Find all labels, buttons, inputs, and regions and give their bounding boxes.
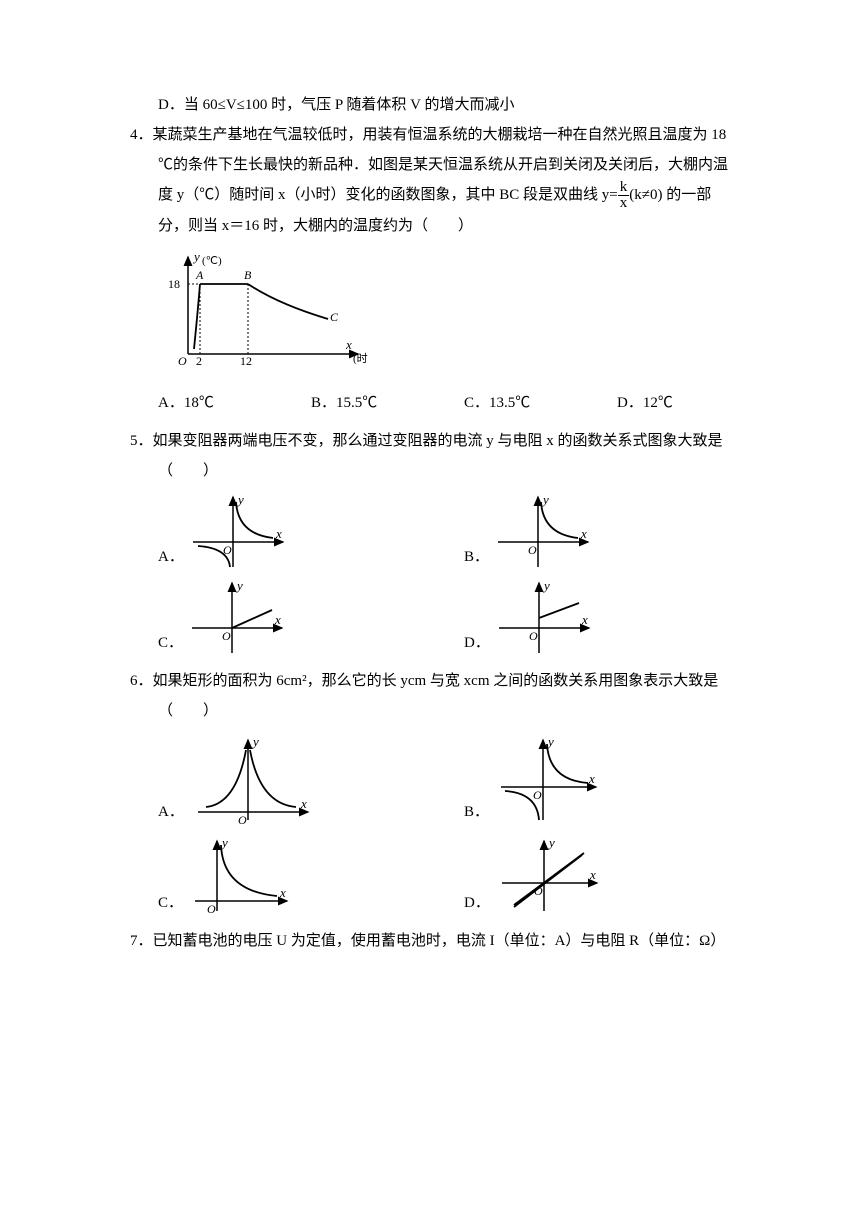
svg-text:O: O <box>529 629 538 643</box>
q7-text: 已知蓄电池的电压 U 为定值，使用蓄电池时，电流 I（单位：A）与电阻 R（单位… <box>153 933 726 949</box>
q4-number: 4． <box>130 127 153 143</box>
q5-text: 如果变阻器两端电压不变，那么通过变阻器的电流 y 与电阻 x 的函数关系式图象大… <box>153 433 723 449</box>
q5-label-c: C． <box>158 628 183 658</box>
q4-y-unit: (℃) <box>202 255 222 267</box>
q4-formula-num: k <box>618 180 630 196</box>
svg-text:x: x <box>275 526 282 541</box>
q4-options: A．18℃ B．15.5℃ C．13.5℃ D．12℃ <box>130 388 770 418</box>
q4-point-b: B <box>244 268 252 282</box>
q4-point-c: C <box>330 310 339 324</box>
q4-x-tick-12: 12 <box>240 354 252 368</box>
svg-text:O: O <box>222 629 231 643</box>
svg-text:y: y <box>235 578 243 593</box>
svg-text:y: y <box>220 835 228 850</box>
svg-text:y: y <box>236 492 244 507</box>
svg-text:O: O <box>223 543 232 557</box>
q4-y-axis-label: y <box>192 249 200 264</box>
q4-formula-cond: (k≠0) <box>629 187 662 203</box>
q4-x-tick-2: 2 <box>196 354 202 368</box>
q6-text: 如果矩形的面积为 6cm²，那么它的长 ycm 与宽 xcm 之间的函数关系用图… <box>153 673 719 689</box>
q5-label-b: B． <box>464 542 489 572</box>
q6-graph-c: y x O <box>187 833 297 918</box>
q3-option-d: D．当 60≤V≤100 时，气压 P 随着体积 V 的增大而减小 <box>130 90 770 120</box>
q4-graph: y (℃) 18 A B C O 2 12 x (时) <box>158 249 368 369</box>
q6-number: 6． <box>130 673 153 689</box>
svg-text:x: x <box>580 526 587 541</box>
q4-opt-d: D．12℃ <box>617 388 770 418</box>
svg-text:x: x <box>581 612 588 627</box>
q4-line3a: 度 y（℃）随时间 x（小时）变化的函数图象，其中 BC 段是双曲线 <box>158 187 602 203</box>
svg-text:y: y <box>542 578 550 593</box>
q7-number: 7． <box>130 933 153 949</box>
svg-text:y: y <box>541 492 549 507</box>
question-6: 6．如果矩形的面积为 6cm²，那么它的长 ycm 与宽 xcm 之间的函数关系… <box>130 666 770 918</box>
svg-text:x: x <box>589 867 596 882</box>
svg-text:O: O <box>238 813 247 827</box>
q5-graph-c: y x O <box>187 578 287 658</box>
q6-graph-a: y x O <box>188 732 318 827</box>
svg-text:y: y <box>546 734 554 749</box>
q6-label-d: D． <box>464 888 490 918</box>
q3-option-d-text: D．当 60≤V≤100 时，气压 P 随着体积 V 的增大而减小 <box>158 97 514 113</box>
q4-line3b: 的一部 <box>662 187 711 203</box>
svg-text:x: x <box>279 885 286 900</box>
svg-text:x: x <box>274 612 281 627</box>
q4-line1: 某蔬菜生产基地在气温较低时，用装有恒温系统的大棚栽培一种在自然光照且温度为 18 <box>153 127 727 143</box>
q4-line2: ℃的条件下生长最快的新品种．如图是某天恒温系统从开启到关闭及关闭后，大棚内温 <box>158 157 728 173</box>
svg-text:O: O <box>207 902 216 916</box>
question-7: 7．已知蓄电池的电压 U 为定值，使用蓄电池时，电流 I（单位：A）与电阻 R（… <box>130 926 770 956</box>
q5-graph-a: y x O <box>188 492 288 572</box>
q6-blank: （ ） <box>130 696 770 726</box>
q4-opt-a: A．18℃ <box>158 388 311 418</box>
q4-formula-lead: y= <box>602 187 618 203</box>
q4-x-axis-label: x <box>345 337 352 352</box>
q5-graph-d: y x O <box>494 578 594 658</box>
svg-text:O: O <box>533 788 542 802</box>
svg-text:x: x <box>300 796 307 811</box>
q4-y-tick-18: 18 <box>168 277 180 291</box>
q6-graph-d: y x O <box>494 833 604 918</box>
svg-text:O: O <box>528 543 537 557</box>
q4-opt-c: C．13.5℃ <box>464 388 617 418</box>
question-5: 5．如果变阻器两端电压不变，那么通过变阻器的电流 y 与电阻 x 的函数关系式图… <box>130 426 770 658</box>
question-4: 4．某蔬菜生产基地在气温较低时，用装有恒温系统的大棚栽培一种在自然光照且温度为 … <box>130 120 770 418</box>
q6-graph-b: y x O <box>493 732 603 827</box>
q6-label-a: A． <box>158 797 184 827</box>
q6-label-c: C． <box>158 888 183 918</box>
q5-number: 5． <box>130 433 153 449</box>
q5-label-d: D． <box>464 628 490 658</box>
q4-point-a: A <box>195 268 204 282</box>
q4-origin: O <box>178 354 187 368</box>
q4-formula-den: x <box>618 196 630 211</box>
svg-text:y: y <box>251 734 259 749</box>
q5-blank: （ ） <box>130 456 770 486</box>
q4-opt-b: B．15.5℃ <box>311 388 464 418</box>
svg-text:x: x <box>588 771 595 786</box>
q4-line4: 分，则当 x＝16 时，大棚内的温度约为（ ） <box>158 218 473 234</box>
svg-text:O: O <box>534 884 543 898</box>
q6-label-b: B． <box>464 797 489 827</box>
svg-text:y: y <box>547 835 555 850</box>
q5-graph-b: y x O <box>493 492 593 572</box>
q5-label-a: A． <box>158 542 184 572</box>
q4-x-unit: (时) <box>353 352 368 365</box>
